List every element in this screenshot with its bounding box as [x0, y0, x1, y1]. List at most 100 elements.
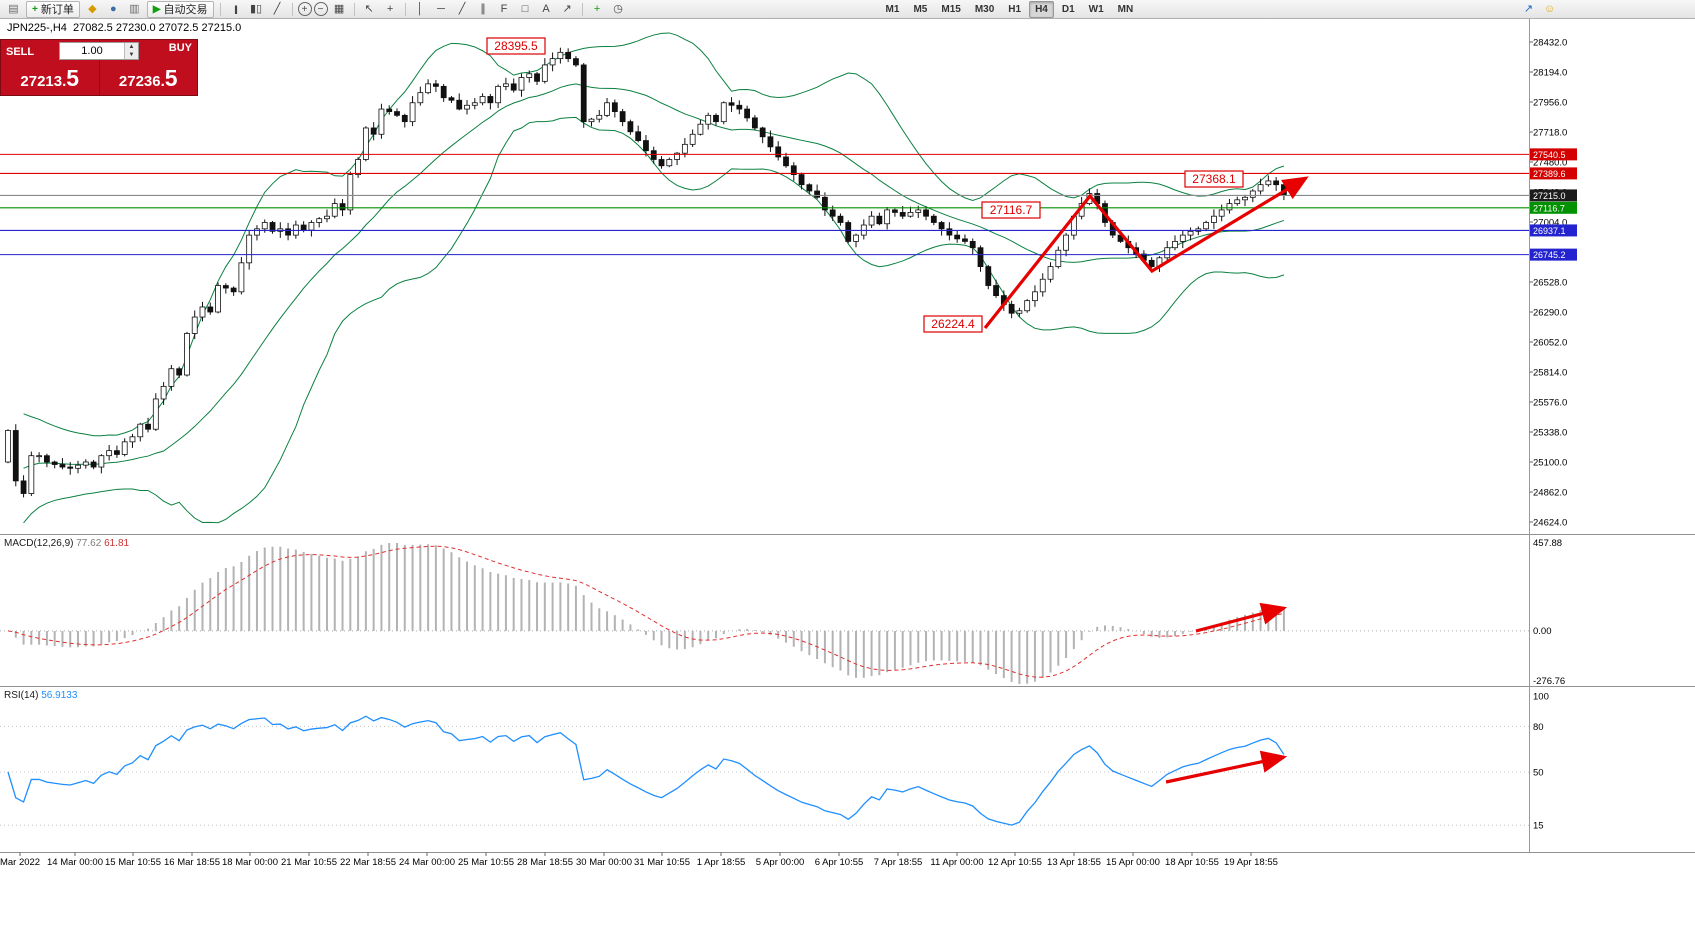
cursor-icon[interactable]: ↖: [364, 2, 374, 15]
main-price-panel: 28395.5 27116.7 27368.1 26224.4: [0, 32, 1529, 524]
fibonacci-icon[interactable]: F: [500, 2, 508, 15]
toolbar-separator: [404, 2, 406, 16]
price-annotation[interactable]: 27368.1: [1184, 170, 1244, 188]
toolbar-separator: [353, 2, 355, 16]
new-order-icon: +: [32, 3, 38, 15]
candle: [448, 95, 455, 104]
rsi-trend-arrow[interactable]: [1165, 750, 1288, 784]
candle: [1055, 246, 1062, 269]
horizontal-line-icon[interactable]: ─: [437, 2, 445, 15]
one-click-trading-panel: SELL 27213.5 BUY 27236.5 ▲▼: [0, 39, 198, 96]
candle: [736, 100, 743, 115]
market-watch-icon[interactable]: ◆: [88, 2, 97, 15]
candle: [114, 445, 120, 458]
candle: [689, 129, 696, 147]
quick-trade-icon[interactable]: ↗: [1523, 2, 1534, 15]
vertical-line-icon[interactable]: │: [416, 2, 424, 15]
candle: [744, 105, 750, 122]
timeframe-h1-button[interactable]: H1: [1008, 3, 1022, 15]
candle: [75, 460, 81, 474]
price-tick-label: 27956.0: [1533, 98, 1567, 109]
price-annotation[interactable]: 26224.4: [923, 315, 983, 333]
candle: [954, 230, 961, 243]
candle: [938, 220, 945, 236]
candle: [650, 146, 657, 164]
volume-down-icon[interactable]: ▼: [125, 51, 138, 59]
candle: [580, 63, 587, 128]
timeframe-m5-button[interactable]: M5: [913, 3, 928, 15]
candle: [495, 84, 502, 109]
candle: [1187, 227, 1194, 241]
candle: [596, 109, 603, 123]
time-axis-label: 25 Mar 10:55: [458, 857, 514, 868]
macd-axis-min: -276.76: [1533, 676, 1565, 687]
candle: [1016, 307, 1023, 317]
shapes-icon[interactable]: □: [521, 2, 529, 15]
candle: [160, 382, 167, 405]
line-chart-icon[interactable]: ╱: [273, 2, 281, 15]
zoom-out-icon[interactable]: −: [313, 2, 328, 16]
candle: [464, 99, 470, 115]
candle: [487, 93, 494, 110]
add-indicator-icon[interactable]: +: [593, 2, 601, 15]
price-annotation[interactable]: 28395.5: [486, 37, 546, 55]
time-axis-label: 7 Apr 18:55: [874, 857, 923, 868]
time-axis-label: 11 Apr 00:00: [930, 857, 983, 868]
timeframe-m30-button[interactable]: M30: [974, 3, 995, 15]
timeframe-mn-button[interactable]: MN: [1117, 3, 1134, 15]
candle: [1063, 232, 1069, 257]
macd-trend-arrow[interactable]: [1195, 602, 1288, 633]
candle: [152, 393, 159, 431]
bollinger-lower: [23, 116, 1285, 524]
candle: [254, 225, 260, 241]
timeframe-h4-button[interactable]: H4: [1029, 0, 1054, 18]
clock-icon[interactable]: ◷: [613, 2, 623, 15]
arrows-tool-icon[interactable]: ↗: [562, 2, 572, 15]
candle: [767, 130, 774, 152]
smiley-icon[interactable]: ☺: [1543, 2, 1556, 15]
candle: [1242, 194, 1248, 207]
price-annotation[interactable]: 27116.7: [981, 201, 1041, 219]
timeframe-d1-button[interactable]: D1: [1061, 3, 1075, 15]
volume-input[interactable]: [60, 43, 124, 59]
volume-spinner[interactable]: ▲ ▼: [124, 43, 138, 59]
time-axis-label: 15 Apr 00:00: [1106, 857, 1160, 868]
crosshair-icon[interactable]: +: [386, 2, 394, 15]
candle: [518, 73, 525, 97]
price-line-badge: 27389.6: [1530, 167, 1577, 180]
trend-arrow[interactable]: [983, 176, 1309, 329]
candle: [526, 70, 533, 83]
channel-icon[interactable]: ∥: [480, 2, 486, 15]
zoom-in-icon[interactable]: +: [297, 2, 312, 16]
sell-label: SELL: [6, 46, 35, 58]
tile-windows-icon[interactable]: ▦: [333, 2, 345, 15]
price-tick-label: 27004.0: [1533, 218, 1567, 229]
candle: [199, 301, 206, 322]
terminal-icon[interactable]: ▥: [129, 2, 140, 15]
new-order-button[interactable]: + 新订单: [26, 0, 80, 18]
text-icon[interactable]: A: [542, 2, 550, 15]
autotrade-button[interactable]: ▶ 自动交易: [146, 0, 214, 18]
price-annotation-label: 26224.4: [931, 317, 975, 331]
time-axis-label: 13 Apr 18:55: [1047, 857, 1101, 868]
candle: [425, 79, 432, 95]
timeframe-m1-button[interactable]: M1: [885, 3, 900, 15]
navigator-icon[interactable]: ●: [110, 2, 117, 15]
bar-chart-icon[interactable]: |||: [234, 3, 238, 14]
candle: [168, 365, 175, 391]
rsi-panel: [0, 715, 1529, 826]
candle: [471, 98, 478, 110]
volume-up-icon[interactable]: ▲: [125, 43, 138, 51]
chart-window-icon[interactable]: ▤: [8, 2, 19, 15]
trendline-icon[interactable]: ╱: [458, 2, 466, 15]
timeframe-w1-button[interactable]: W1: [1088, 3, 1104, 15]
timeframe-m15-button[interactable]: M15: [941, 3, 961, 15]
time-axis-label: 18 Mar 00:00: [222, 857, 278, 868]
candle: [28, 451, 35, 497]
time-axis-label: 28 Mar 18:55: [517, 857, 573, 868]
candle: [798, 172, 805, 190]
rsi-axis-label: 50: [1533, 768, 1544, 779]
candle-chart-icon[interactable]: ▮▯: [249, 2, 263, 15]
candle: [549, 52, 556, 72]
